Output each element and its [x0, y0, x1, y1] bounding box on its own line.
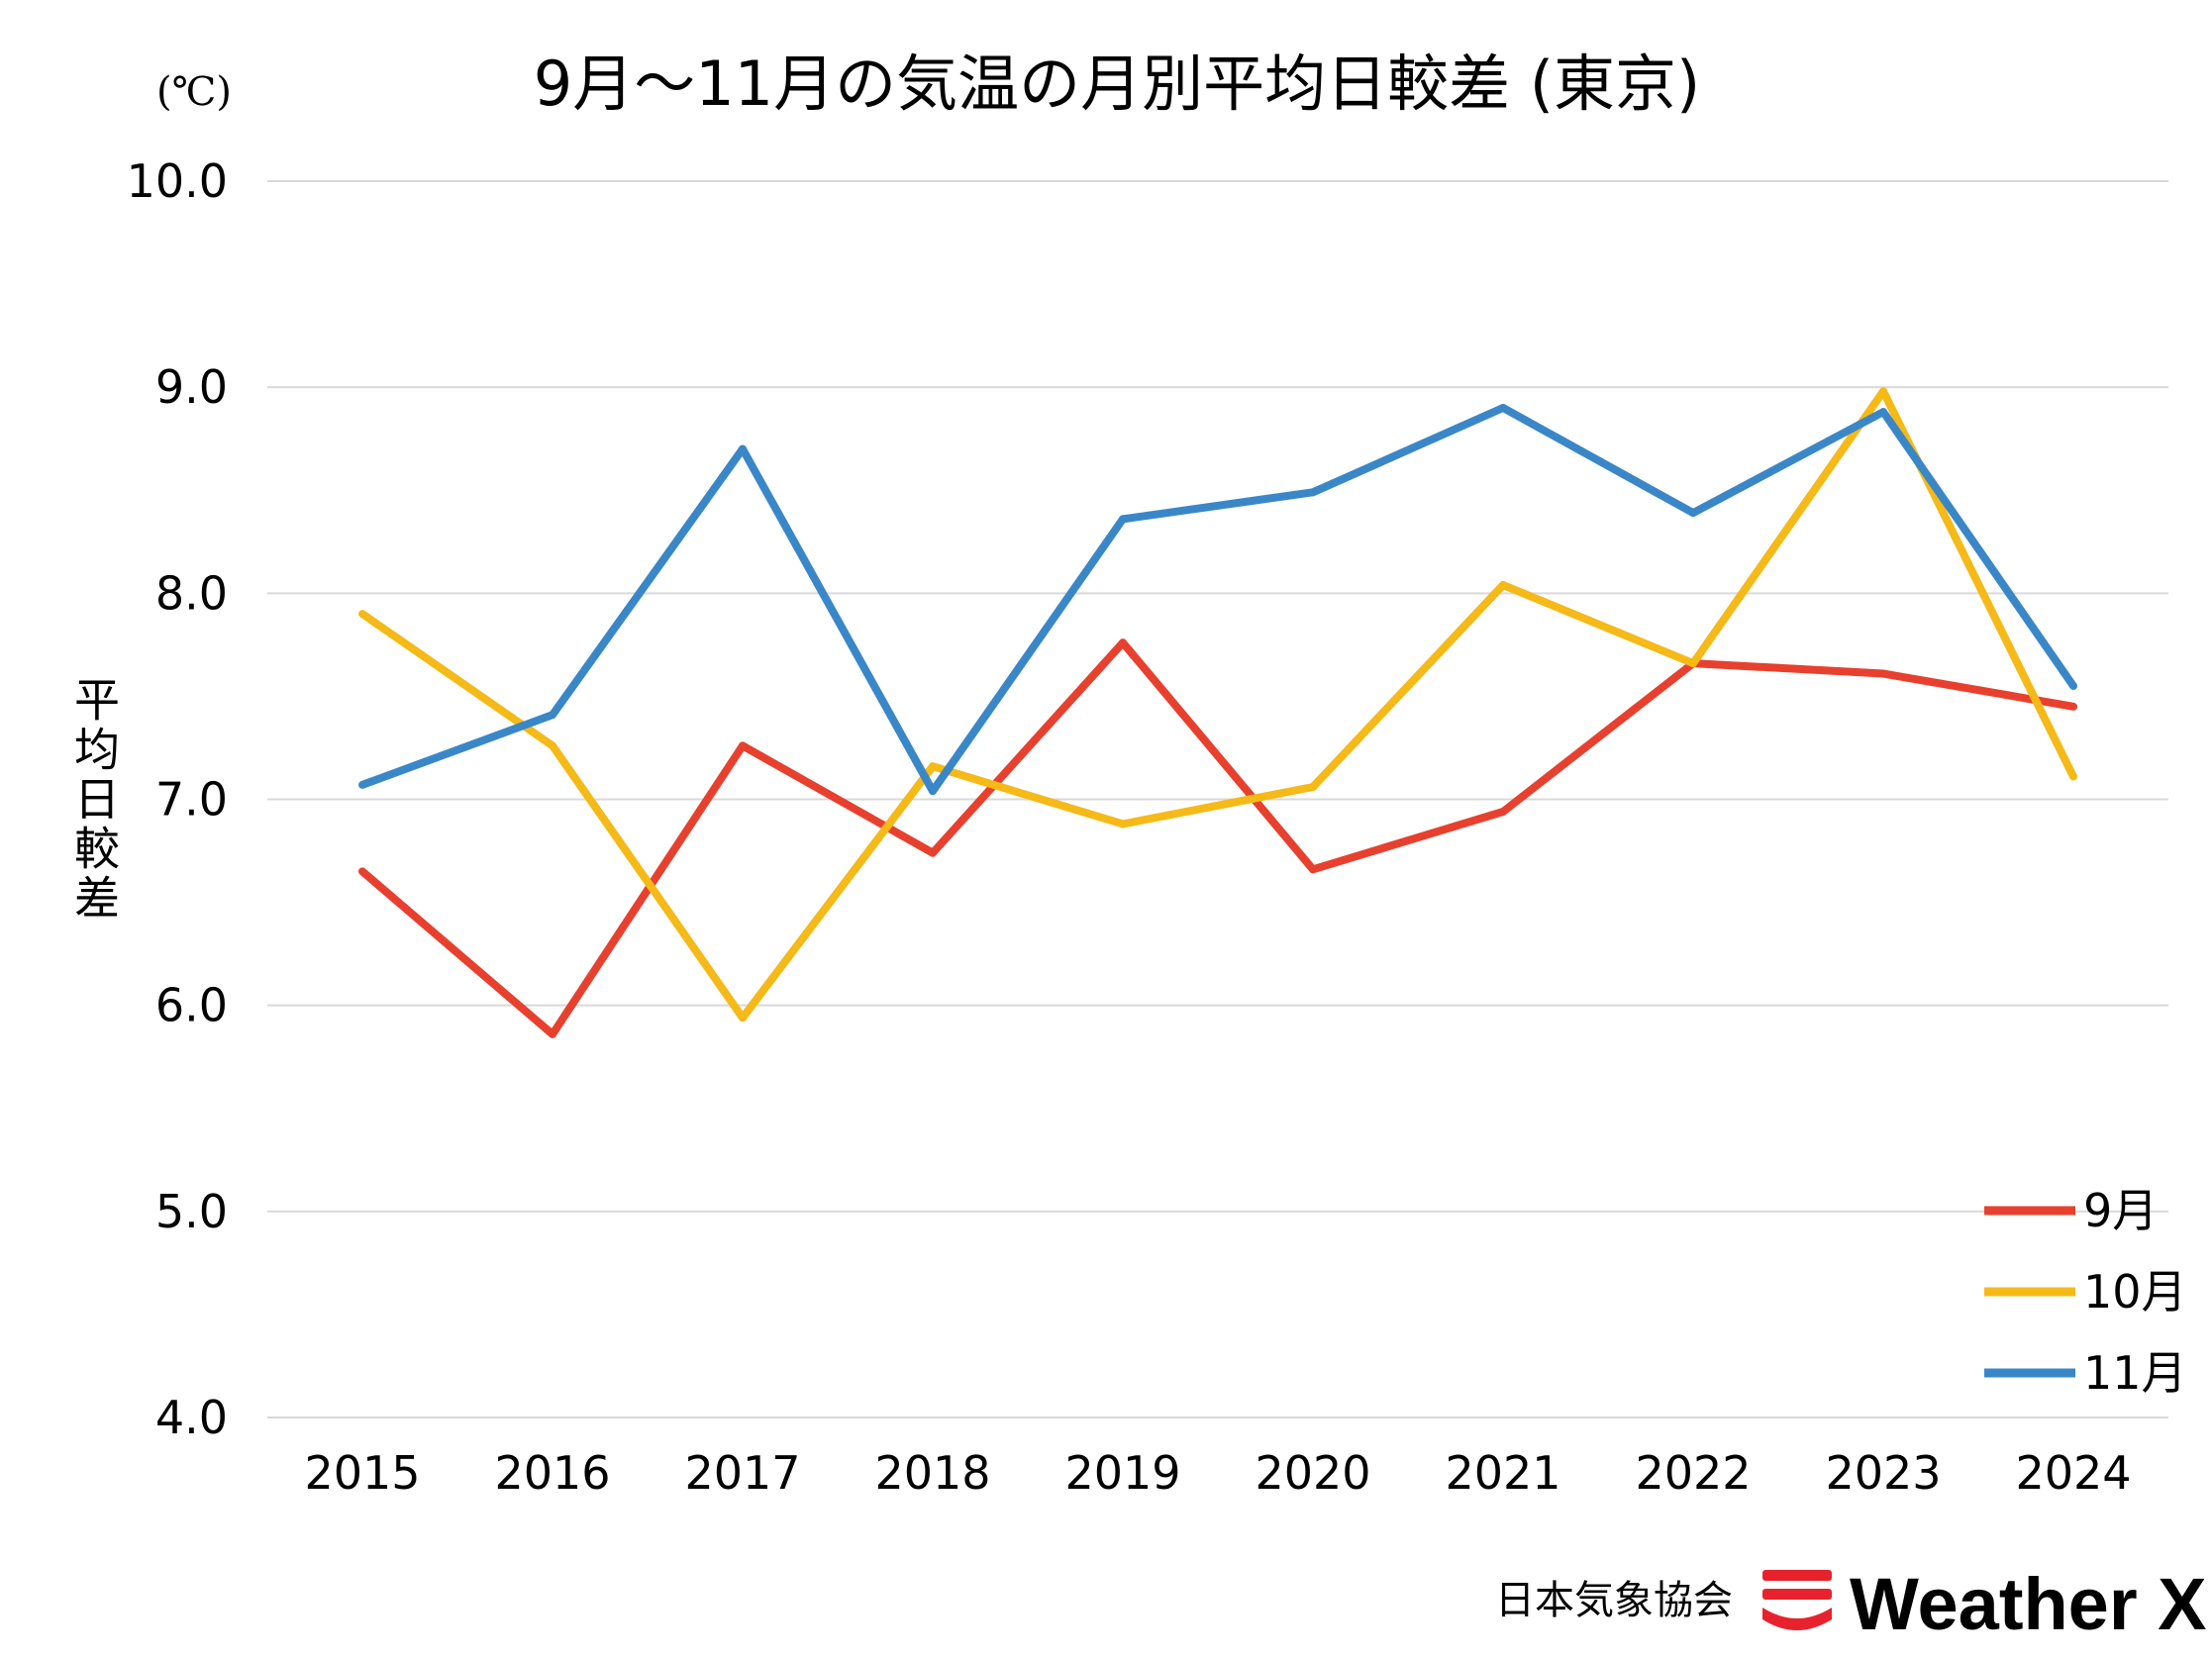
x-tick-label: 2020: [1255, 1446, 1370, 1500]
y-tick-label: 10.0: [127, 154, 228, 208]
x-tick-label: 2017: [684, 1446, 800, 1500]
data-point: [929, 762, 937, 771]
data-point: [2069, 772, 2077, 781]
y-tick-labels: 4.0 5.0 6.0 7.0 8.0 9.0 10.0: [127, 154, 228, 1444]
data-point: [358, 610, 366, 619]
data-point: [1119, 820, 1127, 829]
data-point: [1499, 581, 1507, 590]
y-tick-label: 4.0: [155, 1391, 228, 1444]
data-point: [2069, 702, 2077, 711]
data-point: [2069, 682, 2077, 691]
x-tick-label: 2024: [2015, 1446, 2131, 1500]
data-point: [1119, 638, 1127, 647]
gridlines: [267, 180, 2168, 1418]
data-point: [1879, 408, 1887, 417]
data-point: [1309, 783, 1317, 792]
x-tick-label: 2019: [1064, 1446, 1180, 1500]
y-tick-label: 7.0: [155, 773, 228, 827]
data-point: [1499, 403, 1507, 412]
data-point: [1879, 669, 1887, 678]
x-tick-label: 2021: [1445, 1446, 1560, 1500]
data-point: [549, 1029, 556, 1038]
data-point: [929, 787, 937, 796]
data-point: [358, 867, 366, 876]
data-point: [549, 741, 556, 750]
organization-name: 日本気象協会: [1495, 1578, 1733, 1623]
data-point: [1879, 387, 1887, 396]
y-tick-label: 6.0: [155, 979, 228, 1032]
series-line-3: [360, 403, 2077, 796]
data-point: [1119, 515, 1127, 524]
x-tick-label: 2018: [874, 1446, 990, 1500]
y-unit-label: (℃): [156, 69, 232, 115]
y-tick-label: 9.0: [155, 360, 228, 414]
x-tick-labels: 2015 2016 2017 2018 2019 2020 2021 2022 2023 2024: [304, 1446, 2131, 1500]
data-point: [358, 780, 366, 789]
data-point: [1689, 659, 1697, 668]
x-tick-label: 2016: [494, 1446, 610, 1500]
data-point: [1309, 865, 1317, 874]
series-line-1: [359, 638, 2074, 1038]
data-point: [1309, 488, 1317, 497]
legend-label: 11月: [2083, 1346, 2187, 1400]
legend-label: 9月: [2083, 1184, 2158, 1237]
legend: 9月 10月 11月: [1984, 1184, 2187, 1400]
data-point: [929, 848, 937, 857]
x-tick-label: 2022: [1635, 1446, 1751, 1500]
data-point: [739, 444, 747, 453]
series-lines: [358, 387, 2077, 1038]
footer: 日本気象協会 Weather X: [1495, 1563, 2207, 1645]
x-tick-label: 2015: [304, 1446, 420, 1500]
series-line-2: [359, 387, 2077, 1023]
data-point: [1689, 509, 1697, 518]
x-tick-label: 2023: [1825, 1446, 1941, 1500]
y-tick-label: 5.0: [155, 1185, 228, 1238]
weather-x-logo-icon: [1762, 1570, 1832, 1630]
brand-name: Weather X: [1850, 1563, 2207, 1645]
y-tick-label: 8.0: [155, 566, 228, 620]
data-point: [1499, 807, 1507, 816]
data-point: [739, 741, 747, 750]
legend-label: 10月: [2083, 1265, 2187, 1318]
data-point: [739, 1014, 747, 1023]
y-axis-label: 平均日較差: [67, 676, 121, 924]
data-point: [549, 711, 556, 720]
chart-title: 9月～11月の気温の月別平均日較差 (東京): [534, 48, 1700, 120]
